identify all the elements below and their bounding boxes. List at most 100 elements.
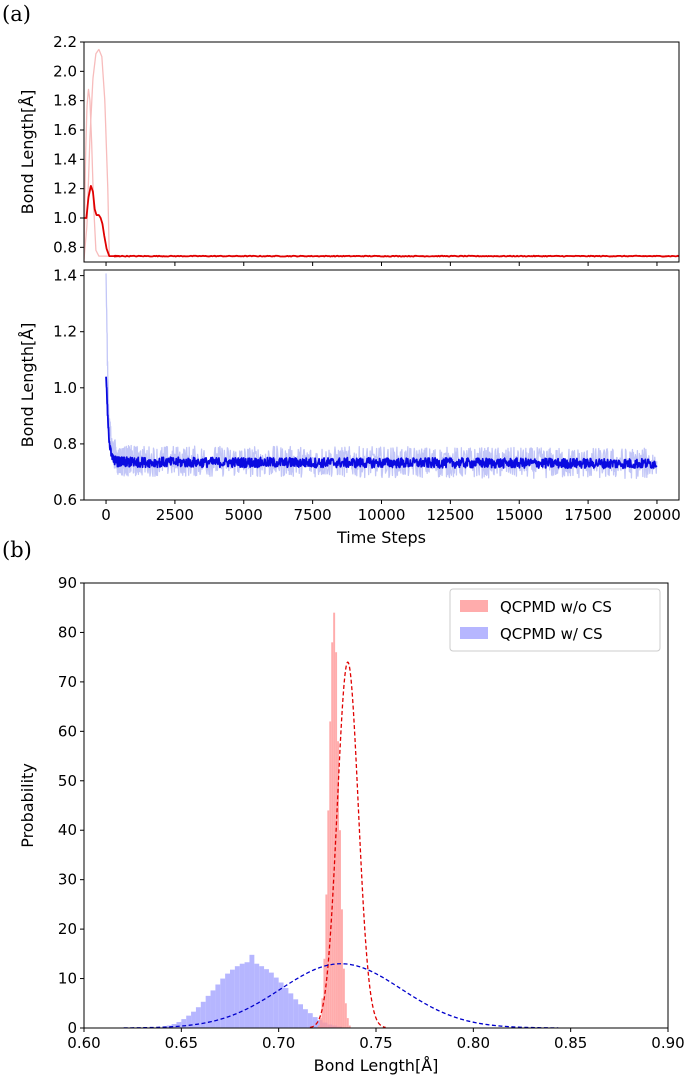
bottom-chart-y-axis-title: Bond Length[Å]: [18, 323, 37, 448]
hist-chart-ytick-label: 70: [58, 673, 77, 691]
legend-label-with-cs: QCPMD w/ CS: [500, 625, 603, 643]
hist-chart-histogram-bar-with-cs: [191, 1011, 196, 1028]
hist-chart-histogram-bar-without-cs: [348, 1025, 351, 1028]
hist-chart-histogram-bar-with-cs: [171, 1024, 177, 1028]
hist-chart-histogram-bar-without-cs: [321, 998, 324, 1028]
hist-chart-histogram-bar-with-cs: [278, 982, 284, 1028]
hist-chart-histogram-bar-without-cs: [340, 909, 343, 1028]
hist-chart-ytick-label: 80: [58, 623, 77, 641]
hist-chart-legend-box: [449, 588, 661, 652]
bottom-chart-series-line-faint: [105, 273, 658, 479]
time-series-chart-without-cs: 0.8 1.0 1.2 1.4 1.6 1.8 2.0 2.2 Bond Length[Å]: [18, 33, 680, 266]
bottom-chart-xtick-label: 2500: [156, 506, 194, 524]
hist-chart-histogram-bar-with-cs: [234, 966, 240, 1028]
hist-chart-histogram-bar-with-cs: [254, 963, 260, 1028]
bottom-chart-xtick-label: 10000: [358, 506, 406, 524]
hist-chart-histogram-bar-without-cs: [337, 741, 340, 1028]
hist-chart-ytick-label: 90: [58, 574, 77, 592]
hist-chart-ytick-label: 0: [67, 1019, 77, 1037]
hist-chart-histogram-bar-with-cs: [288, 993, 294, 1028]
hist-chart-histogram-bar-with-cs: [283, 987, 289, 1028]
hist-chart-xtick-label: 0.70: [262, 1034, 295, 1052]
hist-chart-xtick-label: 0.75: [359, 1034, 392, 1052]
hist-chart-histogram-bar-without-cs: [327, 810, 330, 1028]
hist-chart-histogram-bar-with-cs: [181, 1019, 187, 1028]
hist-chart-histogram-bar-with-cs: [210, 990, 216, 1028]
top-chart-series-line-faint: [84, 48, 679, 260]
bottom-chart-xtick-label: 15000: [495, 506, 543, 524]
bottom-chart-ytick-label: 1.4: [53, 267, 77, 285]
bottom-chart-xtick-label: 7500: [294, 506, 332, 524]
hist-chart-gaussian-fit-with-cs: [123, 963, 559, 1029]
hist-chart-histogram-bar-without-cs: [339, 830, 341, 1028]
top-chart-y-axis-title: Bond Length[Å]: [18, 90, 37, 215]
hist-chart-histogram-bar-with-cs: [303, 1009, 308, 1028]
bottom-chart-xtick-label: 0: [101, 506, 111, 524]
bottom-chart-ytick-label: 0.8: [53, 435, 77, 453]
hist-chart-histogram-bar-with-cs: [293, 999, 299, 1028]
hist-chart-histogram-bar-with-cs: [239, 963, 245, 1028]
hist-chart-histogram-bar-with-cs: [176, 1022, 182, 1028]
hist-chart-histogram-bar-with-cs: [215, 984, 221, 1028]
hist-chart-histogram-bar-with-cs: [166, 1025, 172, 1028]
hist-chart-x-axis-title: Bond Length[Å]: [314, 1056, 439, 1075]
panel-a-label: (a): [2, 2, 31, 26]
hist-chart-histogram-bar-without-cs: [342, 968, 345, 1028]
hist-chart-histogram-bar-with-cs: [230, 969, 235, 1028]
hist-chart-histogram-bar-without-cs: [331, 642, 334, 1028]
bottom-chart-series-line-main: [105, 376, 658, 470]
bottom-chart-x-axis-title: Time Steps: [336, 528, 426, 547]
hist-chart-ytick-label: 60: [58, 722, 77, 740]
hist-chart-histogram-bar-with-cs: [307, 1013, 313, 1028]
hist-chart-histogram-bar-without-cs: [325, 894, 328, 1028]
bottom-chart-ytick-label: 0.6: [53, 491, 77, 509]
hist-chart-histogram-bar-without-cs: [335, 652, 338, 1028]
hist-chart-y-axis-title: Probability: [18, 763, 37, 848]
hist-chart-ytick-label: 20: [58, 920, 77, 938]
time-series-chart-with-cs: 0.6 0.8 1.0 1.2 1.4 Bond Length[Å] 0 2500 5000 75…: [18, 267, 681, 547]
legend-swatch-with-cs: [460, 627, 488, 639]
hist-chart-histogram-bar-without-cs: [329, 721, 332, 1028]
bottom-chart-xtick-label: 12500: [427, 506, 475, 524]
top-chart-axes-frame: [83, 41, 680, 263]
bottom-chart-xtick-label: 17500: [564, 506, 612, 524]
hist-chart-histogram-bar-without-cs: [346, 1018, 349, 1028]
top-chart-ytick-label: 1.2: [53, 180, 77, 198]
bottom-chart-xtick-label: 5000: [225, 506, 263, 524]
hist-chart-histogram-bar-with-cs: [312, 1017, 318, 1028]
top-chart-series-line-faint: [84, 88, 679, 262]
bottom-chart-xtick-label: 20000: [633, 506, 681, 524]
hist-chart-histogram-bar-with-cs: [259, 966, 265, 1028]
hist-chart-ytick-label: 30: [58, 871, 77, 889]
bond-length-histogram-chart: 0 10 20 30 40 50 60 70 80 90 Probability 0.60 0.65 0.…: [18, 574, 685, 1075]
hist-chart-histogram-bar-with-cs: [268, 972, 274, 1028]
top-chart-ytick-label: 2.2: [53, 33, 77, 51]
hist-chart-histogram-bar-with-cs: [298, 1004, 303, 1028]
hist-chart-ytick-label: 10: [58, 970, 77, 988]
hist-chart-histogram-bar-with-cs: [186, 1015, 192, 1028]
hist-chart-histogram-bar-without-cs: [319, 1018, 322, 1028]
legend-label-without-cs: QCPMD w/o CS: [500, 598, 612, 616]
panel-b-label: (b): [2, 538, 32, 562]
hist-chart-ytick-label: 50: [58, 772, 77, 790]
top-chart-series-line-main: [84, 185, 679, 258]
hist-chart-xtick-label: 0.80: [457, 1034, 490, 1052]
hist-chart-histogram-bar-without-cs: [317, 1025, 320, 1028]
hist-chart-histogram-bar-with-cs: [200, 1001, 206, 1028]
hist-chart-histogram-bar-with-cs: [205, 995, 211, 1028]
hist-chart-histogram-bar-with-cs: [249, 954, 255, 1028]
hist-chart-histogram-bar-with-cs: [273, 977, 279, 1028]
hist-chart-histogram-bar-with-cs: [195, 1007, 201, 1028]
hist-chart-ytick-label: 40: [58, 821, 77, 839]
bottom-chart-ytick-label: 1.0: [53, 379, 77, 397]
top-chart-ytick-label: 1.8: [53, 92, 77, 110]
top-chart-ytick-label: 1.0: [53, 209, 77, 227]
hist-chart-histogram-bar-with-cs: [220, 978, 226, 1028]
hist-chart-histogram-bar-with-cs: [225, 973, 230, 1028]
hist-chart-xtick-label: 0.65: [165, 1034, 198, 1052]
hist-chart-xtick-label: 0.90: [651, 1034, 684, 1052]
hist-chart-xtick-label: 0.85: [554, 1034, 587, 1052]
hist-chart-histogram-bar-with-cs: [264, 969, 269, 1028]
bottom-chart-ytick-label: 1.2: [53, 323, 77, 341]
